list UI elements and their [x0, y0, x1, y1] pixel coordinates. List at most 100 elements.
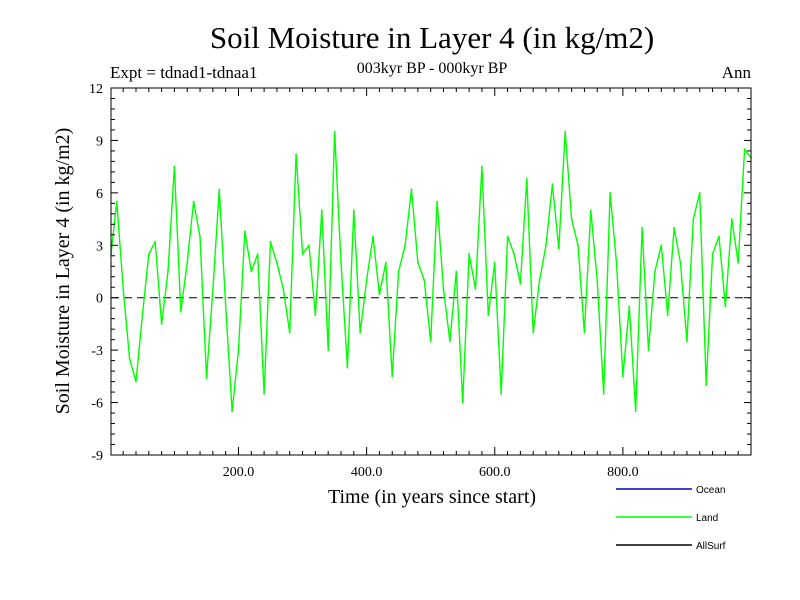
chart-subtitle: 003kyr BP - 000kyr BP — [357, 60, 508, 77]
data-point — [519, 282, 522, 285]
data-point — [634, 410, 637, 413]
data-point — [711, 253, 714, 255]
data-point — [583, 331, 586, 334]
y-tick-label: 9 — [96, 134, 103, 149]
data-point — [686, 340, 688, 343]
y-tick-label: 0 — [96, 292, 103, 307]
data-point — [282, 288, 285, 290]
data-point — [718, 235, 720, 238]
data-point — [641, 226, 643, 229]
data-point — [244, 230, 246, 233]
y-tick-label: -9 — [91, 449, 103, 464]
data-point — [231, 410, 234, 413]
data-point — [705, 384, 708, 386]
data-point — [320, 209, 323, 212]
data-point — [417, 261, 419, 264]
data-point — [692, 218, 695, 221]
data-point — [333, 130, 336, 133]
x-tick-label: 400.0 — [351, 465, 383, 480]
data-point — [359, 331, 362, 334]
y-axis-label: Soil Moisture in Layer 4 (in kg/m2) — [52, 128, 74, 415]
experiment-label: Expt = tdnad1-tdnaa1 — [110, 63, 257, 82]
data-point — [256, 253, 259, 255]
data-point — [327, 349, 330, 351]
data-point — [596, 279, 599, 282]
data-point — [372, 235, 374, 238]
data-point — [423, 279, 426, 282]
plot-area — [110, 130, 752, 413]
data-point — [666, 314, 669, 317]
y-axis: -9 -6 -3 0 3 6 9 12 — [89, 82, 751, 464]
data-point — [218, 188, 221, 191]
data-point — [263, 392, 265, 395]
data-point — [410, 188, 413, 191]
data-point — [288, 331, 291, 334]
data-point — [352, 209, 355, 212]
x-tick-label: 600.0 — [479, 465, 511, 480]
data-point — [468, 253, 470, 255]
legend: Ocean Land AllSurf — [616, 485, 726, 552]
data-point — [628, 305, 631, 308]
data-point — [724, 305, 727, 308]
data-point — [378, 293, 381, 296]
data-point — [481, 165, 483, 168]
data-point — [147, 253, 150, 255]
data-point — [698, 192, 701, 194]
data-point — [115, 200, 118, 203]
data-point — [506, 235, 509, 238]
data-point — [224, 305, 227, 308]
data-point — [538, 279, 541, 282]
data-point — [295, 153, 297, 156]
legend-label-land: Land — [696, 513, 718, 524]
chart-title: Soil Moisture in Layer 4 (in kg/m2) — [210, 20, 654, 55]
data-point — [730, 218, 733, 221]
y-tick-label: 3 — [96, 239, 103, 254]
data-point — [199, 235, 201, 238]
data-point — [609, 192, 611, 194]
data-point — [660, 244, 663, 247]
data-point — [186, 261, 189, 264]
season-label: Ann — [722, 63, 752, 82]
data-point — [474, 288, 477, 290]
y-tick-label: -3 — [91, 344, 103, 359]
y-tick-label: 12 — [89, 82, 103, 97]
data-point — [493, 261, 496, 264]
data-point — [308, 244, 310, 247]
legend-label-ocean: Ocean — [696, 485, 725, 496]
data-point — [128, 358, 131, 360]
data-point — [461, 401, 464, 404]
data-point — [179, 310, 182, 313]
data-point — [301, 253, 304, 255]
data-point — [577, 244, 579, 247]
data-point — [564, 130, 567, 133]
data-point — [237, 349, 240, 351]
data-point — [679, 261, 682, 264]
data-point — [436, 200, 438, 203]
data-point — [622, 375, 624, 378]
data-point — [570, 218, 573, 221]
data-point — [404, 244, 406, 247]
data-point — [615, 261, 618, 264]
data-point — [513, 253, 515, 255]
data-point — [449, 340, 451, 343]
data-point — [135, 380, 137, 383]
data-point — [532, 331, 535, 334]
legend-label-allsurf: AllSurf — [696, 541, 726, 552]
data-point — [737, 261, 740, 264]
data-point — [314, 314, 317, 317]
data-point — [673, 226, 675, 229]
data-point — [160, 323, 163, 325]
data-point — [167, 270, 169, 273]
data-point — [525, 178, 528, 180]
data-point — [545, 244, 547, 247]
data-point — [212, 288, 214, 290]
data-point — [589, 209, 592, 212]
data-point — [397, 270, 400, 273]
data-point — [154, 240, 157, 243]
y-tick-label: -6 — [91, 397, 103, 412]
y-tick-label: 6 — [96, 187, 103, 202]
x-tick-label: 800.0 — [607, 465, 639, 480]
data-point — [205, 377, 208, 379]
x-axis: 200.0 400.0 600.0 800.0 — [122, 88, 739, 480]
